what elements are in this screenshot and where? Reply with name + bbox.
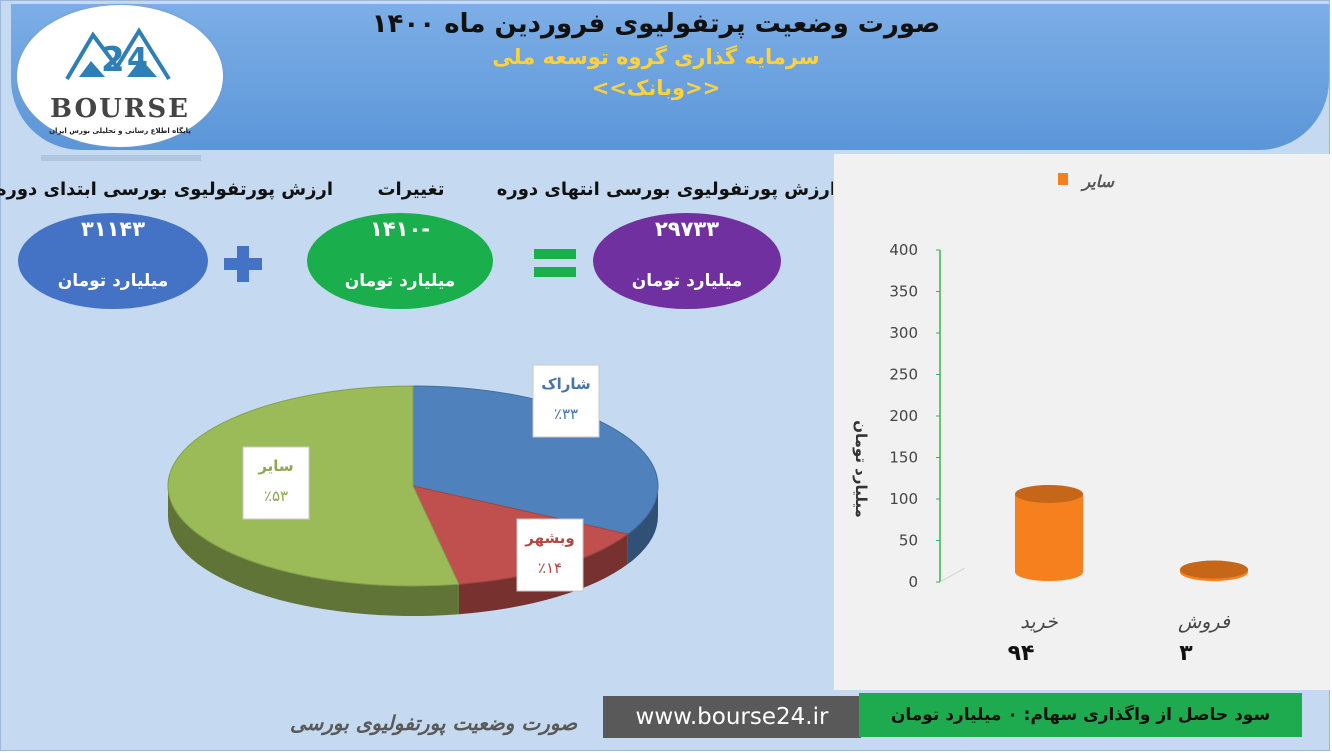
pie-slice-سایر	[167, 385, 460, 587]
plus-icon	[224, 246, 262, 282]
start-value: ۳۱۱۴۳	[80, 217, 146, 241]
pie-label-box-سایر	[242, 446, 310, 520]
logo-digit-2: 2	[101, 40, 125, 80]
bourse24-logo[interactable]: 2 4 BOURSE پایگاه اطلاع رسانی و تحلیلی ب…	[17, 5, 223, 147]
legend-swatch	[1058, 173, 1068, 185]
change-unit: میلیارد تومان	[344, 271, 456, 291]
logo-tagline: پایگاه اطلاع رسانی و تحلیلی بورس ایران	[49, 126, 191, 135]
y-tick-label: 200	[889, 407, 918, 425]
logo-wordmark: BOURSE	[50, 94, 190, 124]
trade-bar-chart: سایر 0 50 100 150 200 250 300 350 400 خرید ۹۴ فروش…	[852, 172, 1248, 666]
end-value-oval: ۲۹۷۳۳ میلیارد تومان	[593, 213, 781, 309]
y-tick-label: 300	[889, 324, 918, 342]
bar-value-label: ۹۴	[1008, 641, 1035, 666]
pie-label-name: وبشهر	[524, 529, 574, 547]
bar-top	[1180, 560, 1248, 579]
header-banner	[11, 4, 1329, 150]
website-link[interactable]: www.bourse24.ir	[603, 696, 861, 738]
y-tick-label: 350	[889, 283, 918, 301]
sale-profit-box: سود حاصل از واگذاری سهام: ۰ میلیارد توما…	[859, 693, 1302, 737]
pie-label-value: ٪۵۳	[264, 487, 288, 505]
pie-label-value: ٪۳۳	[554, 405, 578, 423]
end-value-label: ارزش پورتفولیوی بورسی انتهای دوره	[496, 179, 836, 200]
start-value-label: ارزش پورتفولیوی بورسی ابتدای دوره	[0, 179, 333, 200]
end-value: ۲۹۷۳۳	[654, 217, 720, 241]
bar-axes: 0 50 100 150 200 250 300 350 400	[889, 241, 966, 591]
pie-label-name: شاراک	[541, 375, 591, 393]
pie-label-box-شاراک	[532, 364, 600, 438]
legend-label: سایر	[1079, 172, 1114, 192]
change-value: -۱۴۱۰	[370, 217, 430, 241]
pie-label-box-وبشهر	[516, 518, 584, 592]
pie-side-سایر	[168, 486, 459, 616]
bar-marks: خرید ۹۴ فروش ۳	[1008, 484, 1248, 666]
logo-digit-4: 4	[127, 42, 148, 77]
start-value-oval: ۳۱۱۴۳ میلیارد تومان	[18, 213, 208, 309]
floor-edge	[939, 567, 966, 583]
y-tick-label: 250	[889, 366, 918, 384]
portfolio-pie-chart: شاراک ٪۳۳ وبشهر ٪۱۴ سایر ٪۵۳	[167, 364, 659, 616]
equals-icon	[534, 249, 576, 277]
x-category-label: فروش	[1178, 611, 1231, 633]
bar-value-label: ۳	[1179, 641, 1193, 666]
trade-bar-chart-panel: سایر 0 50 100 150 200 250 300 350 400 خرید ۹۴ فروش…	[833, 154, 1330, 690]
change-oval: -۱۴۱۰ میلیارد تومان	[307, 213, 493, 309]
pie-label-name: سایر	[257, 457, 293, 475]
y-tick-label: 50	[899, 532, 918, 550]
y-tick-label: 0	[908, 573, 918, 591]
y-axis-title: میلیارد تومان	[852, 420, 870, 518]
y-tick-label: 100	[889, 490, 918, 508]
x-category-label: خرید	[1020, 611, 1058, 633]
footer-caption: صورت وضعیت پورتفولیوی بورسی	[289, 711, 578, 735]
start-value-unit: میلیارد تومان	[57, 271, 169, 291]
page-title: صورت وضعیت پرتفولیوی فروردین ماه ۱۴۰۰	[371, 9, 941, 39]
pie-label-value: ٪۱۴	[538, 559, 562, 577]
bar-فروش: فروش ۳	[1178, 560, 1248, 666]
ticker-symbol: <<وبانک>>	[591, 76, 721, 100]
pie-labels: شاراک ٪۳۳ وبشهر ٪۱۴ سایر ٪۵۳	[242, 364, 600, 592]
bar-خرید: خرید ۹۴	[1008, 484, 1083, 666]
logo-reflection	[41, 155, 201, 161]
y-tick-label: 150	[889, 449, 918, 467]
pie-side-شاراک	[627, 486, 658, 565]
y-tick-label: 400	[889, 241, 918, 259]
bar-body	[1015, 493, 1083, 581]
change-label: تغییرات	[377, 179, 445, 200]
end-value-unit: میلیارد تومان	[631, 271, 743, 291]
bar-top	[1015, 484, 1083, 503]
company-name: سرمایه گذاری گروه توسعه ملی	[492, 45, 820, 69]
